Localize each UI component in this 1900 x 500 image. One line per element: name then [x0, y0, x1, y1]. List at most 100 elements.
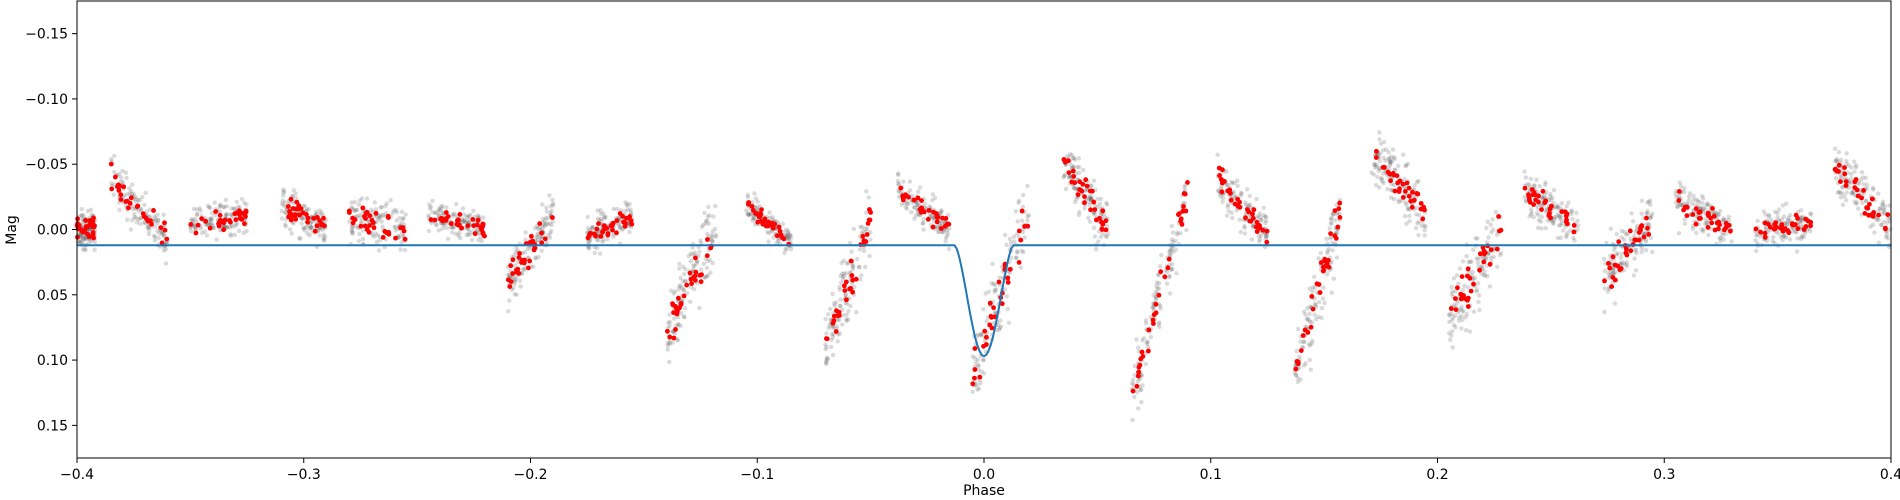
binned-point	[300, 210, 306, 216]
raw-point	[464, 232, 469, 238]
raw-point	[440, 226, 445, 231]
raw-point	[1703, 207, 1708, 212]
raw-point	[1832, 146, 1838, 151]
raw-point	[596, 238, 601, 243]
binned-point	[121, 184, 127, 190]
binned-point	[831, 313, 837, 319]
raw-point	[1755, 232, 1760, 237]
raw-point	[1482, 273, 1488, 278]
binned-point	[833, 329, 839, 334]
raw-point	[1404, 221, 1409, 226]
raw-point	[824, 360, 829, 365]
binned-point	[526, 265, 531, 271]
raw-point	[163, 247, 169, 252]
raw-point	[1321, 285, 1326, 290]
raw-point	[838, 297, 843, 302]
raw-point	[945, 233, 950, 238]
binned-point	[604, 225, 610, 231]
raw-point	[1025, 218, 1030, 223]
binned-point	[1406, 193, 1412, 199]
raw-point	[751, 215, 756, 221]
binned-point	[221, 227, 227, 233]
raw-point	[1095, 204, 1101, 209]
raw-point	[542, 224, 547, 229]
raw-point	[602, 216, 608, 221]
raw-point	[1156, 286, 1162, 291]
raw-point	[1535, 225, 1541, 230]
raw-point	[476, 237, 481, 243]
raw-point	[128, 189, 134, 194]
raw-point	[601, 211, 606, 216]
raw-point	[904, 206, 910, 211]
raw-point	[981, 357, 986, 362]
raw-point	[1872, 230, 1877, 235]
raw-point	[133, 196, 138, 202]
raw-point	[92, 247, 97, 252]
raw-point	[991, 281, 996, 287]
binned-point	[972, 375, 977, 381]
raw-point	[539, 248, 544, 253]
binned-point	[542, 236, 548, 242]
raw-point	[373, 207, 378, 212]
raw-point	[909, 193, 915, 199]
raw-point	[754, 207, 759, 212]
binned-point	[1151, 321, 1156, 326]
raw-point	[279, 208, 284, 214]
raw-point	[1072, 157, 1078, 162]
raw-point	[399, 220, 404, 225]
raw-point	[1571, 235, 1576, 241]
raw-point	[1258, 218, 1264, 223]
binned-point	[1322, 256, 1328, 262]
raw-point	[1853, 165, 1859, 170]
raw-point	[944, 228, 950, 233]
raw-point	[1316, 300, 1322, 305]
raw-point	[1013, 209, 1019, 214]
raw-point	[460, 220, 465, 225]
binned-point	[1536, 193, 1541, 199]
raw-point	[1247, 193, 1253, 199]
raw-point	[1676, 194, 1682, 199]
binned-point	[898, 185, 904, 191]
raw-point	[1781, 214, 1787, 219]
raw-point	[688, 259, 694, 264]
raw-point	[360, 228, 366, 233]
raw-point	[1234, 208, 1240, 213]
raw-point	[1008, 240, 1014, 245]
binned-point	[216, 221, 222, 227]
raw-point	[1373, 183, 1379, 188]
raw-point	[444, 225, 449, 231]
raw-point	[1624, 232, 1629, 237]
raw-point	[536, 254, 541, 260]
raw-point	[134, 220, 140, 225]
raw-point	[677, 266, 682, 271]
binned-point	[75, 216, 80, 222]
raw-point	[899, 189, 904, 195]
raw-point	[1091, 225, 1097, 230]
binned-point	[1309, 294, 1315, 299]
raw-point	[824, 331, 829, 336]
binned-point	[393, 235, 398, 241]
raw-point	[1294, 349, 1299, 354]
raw-point	[916, 189, 921, 194]
raw-point	[979, 369, 984, 374]
raw-point	[542, 222, 547, 228]
raw-point	[1071, 156, 1076, 161]
binned-point	[915, 195, 921, 201]
raw-point	[1071, 185, 1076, 190]
raw-point	[374, 240, 379, 245]
binned-point	[1711, 213, 1717, 219]
raw-point	[1386, 156, 1391, 162]
binned-point	[1869, 196, 1875, 202]
raw-point	[1874, 217, 1879, 222]
binned-point	[1075, 192, 1081, 198]
raw-point	[823, 342, 828, 347]
raw-point	[1607, 273, 1612, 278]
raw-point	[986, 289, 991, 294]
binned-point	[1156, 292, 1162, 298]
raw-point	[1453, 289, 1458, 294]
binned-point	[1681, 207, 1687, 213]
raw-point	[775, 239, 781, 244]
binned-point	[1842, 171, 1848, 177]
raw-point	[1650, 211, 1655, 216]
raw-point	[838, 303, 843, 309]
